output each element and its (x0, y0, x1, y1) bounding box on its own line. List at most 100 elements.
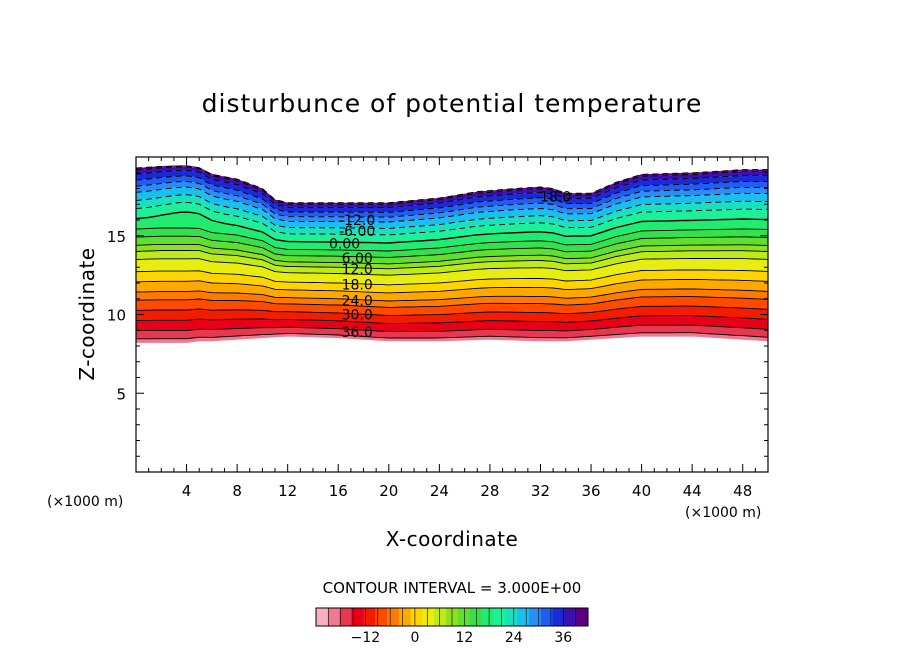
contour-band (136, 228, 768, 258)
chart-title: disturbunce of potential temperature (202, 89, 703, 118)
colorbar (315, 607, 589, 627)
contour-line (136, 166, 768, 205)
colorbar-swatch (493, 608, 506, 626)
colorbar-swatch (528, 608, 542, 626)
colorbar-tick-labels: −12 0 12 24 36 (351, 630, 573, 646)
contour-line (136, 227, 768, 252)
colorbar-swatch (363, 608, 376, 626)
contour-band (136, 288, 768, 308)
contour-line (136, 169, 768, 208)
contour-line (136, 278, 768, 294)
contour-line (136, 186, 768, 223)
contour-line (136, 258, 768, 276)
colorbar-swatch (552, 608, 565, 626)
x-tick-label: 20 (379, 482, 398, 500)
colorbar-tick-label: 24 (505, 630, 523, 646)
y-tick-label: 15 (107, 228, 126, 246)
colorbar-swatch (398, 608, 412, 626)
contour-line (136, 175, 768, 213)
colorbar-swatch (410, 608, 423, 626)
contour-line (136, 194, 768, 229)
contour-label: 24.0 (342, 293, 373, 309)
contour-label: 18.0 (342, 278, 373, 294)
contour-band (136, 166, 768, 208)
x-tick-label: 4 (182, 482, 192, 500)
colorbar-swatch (316, 608, 329, 626)
contour-label: -6.00 (339, 224, 375, 240)
contour-fill-bands (136, 165, 768, 343)
contour-line (136, 250, 768, 270)
colorbar-swatch (422, 608, 435, 626)
x-unit-left: (×1000 m) (47, 494, 123, 510)
x-axis-label: X-coordinate (386, 527, 519, 551)
colorbar-tick-label: −12 (351, 630, 381, 646)
colorbar-swatch (339, 608, 352, 626)
contour-band (136, 279, 768, 301)
contour-line (136, 235, 768, 258)
contour-lines (136, 165, 768, 340)
contour-label: -12.0 (339, 213, 375, 229)
contour-line (136, 181, 768, 218)
colorbar-swatch (540, 608, 554, 626)
contour-band (136, 236, 768, 264)
colorbar-tick-label: 36 (554, 630, 572, 646)
x-tick-label: 40 (632, 482, 651, 500)
contour-band (136, 269, 768, 293)
contour-interval-text: CONTOUR INTERVAL = 3.000E+00 (323, 579, 582, 597)
contour-label: 0.00 (329, 237, 360, 253)
x-tick-label: 28 (480, 482, 499, 500)
contour-line (136, 211, 768, 244)
x-tick-label: 36 (581, 482, 600, 500)
contour-label: 36.0 (342, 325, 373, 341)
y-tick-label: 10 (107, 307, 126, 325)
y-tick-label: 5 (116, 385, 126, 403)
contour-band (136, 166, 768, 205)
contour-line (136, 296, 768, 308)
colorbar-tick-label: 0 (410, 630, 419, 646)
colorbar-swatch (481, 608, 494, 626)
colorbar-frame (315, 607, 589, 627)
colorbar-swatch (469, 608, 483, 626)
colorbar-swatch (517, 608, 530, 626)
contour-label: -18.0 (535, 189, 571, 205)
contour-line (136, 243, 768, 265)
x-tick-label: 8 (232, 482, 242, 500)
contour-band (136, 244, 768, 269)
contour-label: 6.00 (342, 251, 373, 267)
contour-band (136, 202, 768, 243)
contour-line (136, 269, 768, 286)
colorbar-swatch (375, 608, 388, 626)
y-axis-ticks: 5 10 15 (107, 172, 768, 457)
colorbar-swatch (327, 608, 341, 626)
contour-line (136, 324, 768, 333)
contour-line (136, 165, 768, 204)
contour-line (136, 201, 768, 236)
x-axis-ticks: 4 8 12 16 20 24 28 32 36 40 44 48 (148, 157, 756, 500)
contour-line (136, 305, 768, 316)
contour-band (136, 187, 768, 229)
colorbar-swatch (386, 608, 400, 626)
colorbar-swatch (576, 608, 589, 626)
contour-label: 12.0 (342, 262, 373, 278)
x-tick-label: 24 (430, 482, 449, 500)
x-tick-label: 44 (683, 482, 702, 500)
contour-band (136, 170, 768, 213)
contour-band (136, 194, 768, 235)
contour-band (136, 250, 768, 276)
x-tick-label: 12 (278, 482, 297, 500)
colorbar-swatch (505, 608, 518, 626)
contour-line (136, 315, 768, 324)
contour-band (136, 325, 768, 339)
colorbar-swatch (564, 608, 577, 626)
contour-label: 30.0 (342, 308, 373, 324)
colorbar-tick-label: 12 (455, 630, 473, 646)
colorbar-swatch (351, 608, 364, 626)
y-axis-label: Z-coordinate (75, 247, 99, 380)
x-tick-label: 48 (733, 482, 752, 500)
x-unit-right: (×1000 m) (685, 505, 761, 521)
contour-band (136, 181, 768, 222)
contour-line (136, 332, 768, 340)
contour-line (136, 288, 768, 302)
x-tick-label: 16 (329, 482, 348, 500)
